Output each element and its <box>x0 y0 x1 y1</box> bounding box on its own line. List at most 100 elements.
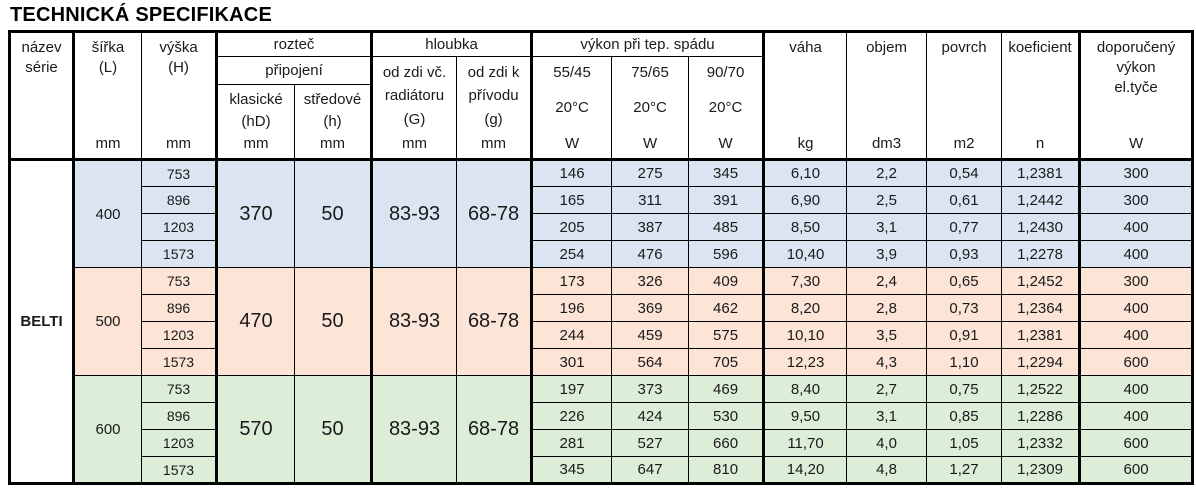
header-stredove: středové (h) mm <box>293 84 374 160</box>
power-9070-cell: 485 <box>688 213 766 241</box>
volume-cell: 2,5 <box>846 186 928 214</box>
coefficient-cell: 1,2364 <box>1001 294 1082 322</box>
power-5545-cell: 301 <box>531 348 613 376</box>
header-odzdi-radiator-line1: od zdi vč. <box>382 63 447 81</box>
header-stredove-sub: (h) <box>323 113 342 131</box>
header-povrch: povrch m2 <box>926 31 1003 160</box>
header-sirka-unit: mm <box>95 135 121 153</box>
header-stredove-unit: mm <box>320 135 345 153</box>
surface-cell: 1,05 <box>926 429 1003 457</box>
el-rod-power-cell: 300 <box>1079 186 1194 214</box>
surface-cell: 0,77 <box>926 213 1003 241</box>
power-9070-cell: 469 <box>688 375 766 403</box>
height-cell: 896 <box>141 186 218 214</box>
weight-cell: 8,50 <box>763 213 848 241</box>
header-odzdi-privod-line2: přívodu <box>468 87 519 105</box>
depth-radiator-cell: 83-93 <box>371 375 458 484</box>
power-7565-cell: 275 <box>611 159 690 187</box>
power-9070-cell: 409 <box>688 267 766 295</box>
height-cell: 753 <box>141 375 218 403</box>
volume-cell: 3,5 <box>846 321 928 349</box>
stredove-cell: 50 <box>293 159 374 268</box>
header-povrch-label: povrch <box>941 39 987 56</box>
volume-cell: 2,7 <box>846 375 928 403</box>
depth-privod-cell: 68-78 <box>456 375 534 484</box>
coefficient-cell: 1,2430 <box>1001 213 1082 241</box>
power-5545-cell: 244 <box>531 321 613 349</box>
power-5545-cell: 173 <box>531 267 613 295</box>
power-7565-cell: 369 <box>611 294 690 322</box>
table-row: 1573 254 476 596 10,40 3,9 0,93 1,2278 4… <box>10 240 1194 268</box>
table-row: 1203 281 527 660 11,70 4,0 1,05 1,2332 6… <box>10 429 1194 457</box>
header-sirka-sub: (L) <box>98 58 118 76</box>
header-odzdi-radiator-line2: radiátoru <box>384 87 445 105</box>
volume-cell: 3,1 <box>846 402 928 430</box>
weight-cell: 8,40 <box>763 375 848 403</box>
header-vyska-unit: mm <box>166 135 191 153</box>
header-vykon-5545: 55/45 20°C W <box>531 56 613 160</box>
header-hloubka-title: hloubka <box>371 31 534 57</box>
header-hloubka-od-zdi-privod: od zdi k přívodu (g) mm <box>456 56 534 160</box>
power-5545-cell: 254 <box>531 240 613 268</box>
power-7565-cell: 424 <box>611 402 690 430</box>
depth-privod-cell: 68-78 <box>456 267 534 376</box>
power-5545-cell: 226 <box>531 402 613 430</box>
header-vyska-sub: (H) <box>168 58 189 76</box>
header-5545-unit: W <box>564 134 580 152</box>
power-5545-cell: 345 <box>531 456 613 484</box>
header-klasicke-sub: (hD) <box>241 113 271 131</box>
power-7565-cell: 387 <box>611 213 690 241</box>
height-cell: 753 <box>141 267 218 295</box>
header-vaha-label: váha <box>789 39 822 56</box>
weight-cell: 14,20 <box>763 456 848 484</box>
el-rod-power-cell: 600 <box>1079 429 1194 457</box>
header-9070-temp: 20°C <box>708 99 743 117</box>
surface-cell: 0,54 <box>926 159 1003 187</box>
power-5545-cell: 165 <box>531 186 613 214</box>
weight-cell: 10,40 <box>763 240 848 268</box>
header-nazev-line2: série <box>25 58 58 76</box>
power-9070-cell: 660 <box>688 429 766 457</box>
power-9070-cell: 596 <box>688 240 766 268</box>
header-height: výška (H) mm <box>141 31 218 160</box>
height-cell: 1573 <box>141 240 218 268</box>
stredove-cell: 50 <box>293 375 374 484</box>
header-doporuceny-line2: výkon <box>1116 58 1156 76</box>
el-rod-power-cell: 400 <box>1079 213 1194 241</box>
height-cell: 1203 <box>141 213 218 241</box>
power-7565-cell: 564 <box>611 348 690 376</box>
table-row: 1203 205 387 485 8,50 3,1 0,77 1,2430 40… <box>10 213 1194 241</box>
el-rod-power-cell: 400 <box>1079 240 1194 268</box>
power-5545-cell: 146 <box>531 159 613 187</box>
height-cell: 753 <box>141 159 218 187</box>
volume-cell: 4,3 <box>846 348 928 376</box>
surface-cell: 0,61 <box>926 186 1003 214</box>
power-7565-cell: 311 <box>611 186 690 214</box>
width-cell: 500 <box>73 267 142 376</box>
width-cell: 400 <box>73 159 142 268</box>
series-name-cell: BELTI <box>9 159 75 484</box>
power-7565-cell: 527 <box>611 429 690 457</box>
coefficient-cell: 1,2286 <box>1001 402 1082 430</box>
header-doporuceny: doporučený výkon el.tyče W <box>1079 31 1194 160</box>
height-cell: 1203 <box>141 429 218 457</box>
weight-cell: 8,20 <box>763 294 848 322</box>
header-koeficient-unit: n <box>1035 135 1045 153</box>
weight-cell: 12,23 <box>763 348 848 376</box>
surface-cell: 0,85 <box>926 402 1003 430</box>
header-roztec-subtitle: připojení <box>215 56 374 85</box>
table-body: BELTI 400 753 370 50 83-93 68-78 146 275… <box>9 159 1194 484</box>
weight-cell: 11,70 <box>763 429 848 457</box>
header-7565-gradient: 75/65 <box>631 63 669 81</box>
coefficient-cell: 1,2381 <box>1001 159 1082 187</box>
el-rod-power-cell: 400 <box>1079 321 1194 349</box>
coefficient-cell: 1,2332 <box>1001 429 1082 457</box>
header-vykon-7565: 75/65 20°C W <box>611 56 690 160</box>
el-rod-power-cell: 300 <box>1079 159 1194 187</box>
header-objem-label: objem <box>866 39 907 56</box>
weight-cell: 10,10 <box>763 321 848 349</box>
depth-radiator-cell: 83-93 <box>371 267 458 376</box>
header-nazev-line1: název <box>21 39 62 56</box>
header-vaha: váha kg <box>763 31 848 160</box>
header-klasicke-label: klasické <box>229 91 283 108</box>
